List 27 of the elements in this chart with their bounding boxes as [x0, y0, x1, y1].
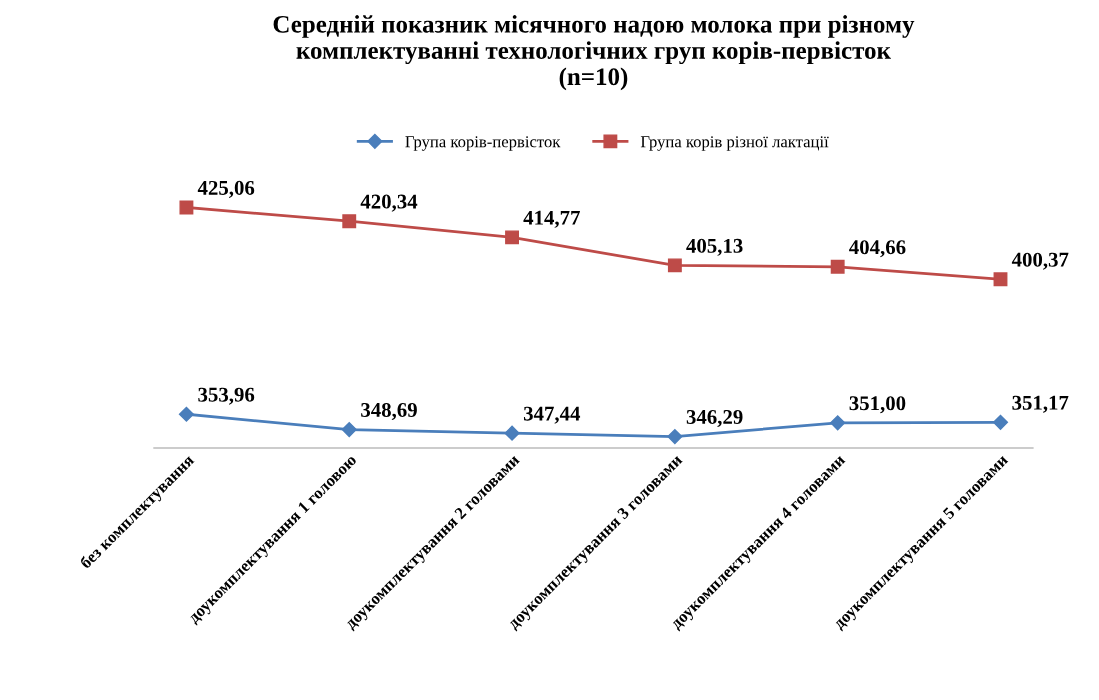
data-label: 414,77	[523, 210, 580, 228]
data-label: 351,17	[1012, 395, 1069, 413]
data-label: 353,96	[198, 387, 255, 405]
point	[178, 406, 194, 422]
legend-label: Група корів-первісток	[405, 136, 561, 151]
data-label: 425,06	[197, 180, 255, 198]
point	[830, 259, 845, 274]
point	[179, 200, 194, 215]
data-label: 346,29	[686, 409, 743, 427]
point	[667, 428, 683, 445]
legend-label: Група корів різної лактації	[640, 136, 829, 151]
point	[993, 272, 1008, 287]
point	[992, 414, 1009, 430]
data-label: 347,44	[523, 406, 581, 424]
point	[342, 214, 357, 229]
point	[504, 425, 520, 441]
point	[341, 421, 357, 438]
point	[667, 258, 682, 273]
data-label: 400,37	[1011, 252, 1069, 270]
data-label: 404,66	[849, 240, 906, 258]
chart-title: Середній показник місячного надою молока при різному комплектуванні технологічних груп корів-первісток (n=10)	[273, 15, 915, 91]
point	[505, 230, 519, 245]
point	[830, 415, 846, 431]
data-label: 351,00	[849, 396, 906, 414]
data-label: 420,34	[360, 194, 418, 212]
data-label: 405,13	[686, 238, 743, 256]
data-label: 348,69	[361, 402, 417, 421]
